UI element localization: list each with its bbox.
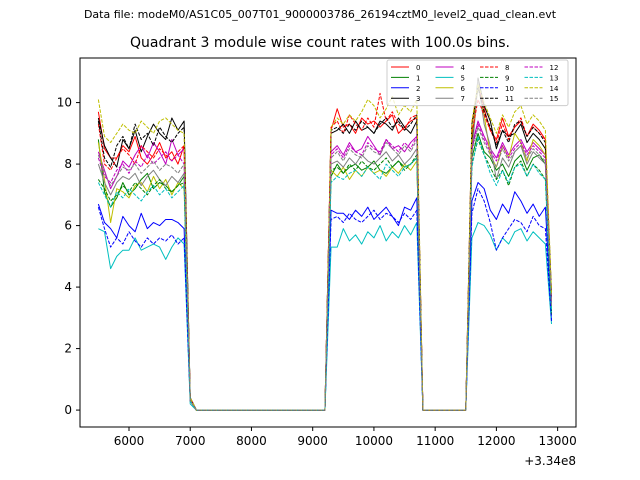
series-line-4 [97,120,553,411]
x-tick-label: 6000 [114,434,145,448]
legend-label-3: 3 [416,95,420,103]
tick-layer: 6000 7000 8000 9000 10000 11000 12000 13000 0 2 4 6… [57,96,577,448]
x-tick-label: 7000 [175,434,206,448]
series-line-14 [97,83,553,411]
y-tick-label: 6 [64,219,72,233]
x-tick-label: 10000 [355,434,393,448]
legend-frame [386,59,569,107]
y-tick-label: 0 [64,403,72,417]
series-line-10 [97,188,553,411]
series-line-13 [97,135,553,411]
legend-label-1: 1 [416,74,420,82]
y-tick-label: 10 [57,96,72,110]
legend-label-15: 15 [550,95,559,103]
y-tick-label: 8 [64,157,72,171]
legend-label-6: 6 [461,85,466,93]
figure-suptitle: Data file: modeM0/AS1C05_007T01_90000037… [83,8,557,21]
x-tick-label: 13000 [539,434,577,448]
legend-label-2: 2 [416,85,420,93]
series-line-3 [97,77,553,411]
legend-label-4: 4 [461,64,466,72]
x-tick-label: 8000 [236,434,267,448]
legend-label-5: 5 [461,74,465,82]
x-tick-label: 9000 [297,434,328,448]
x-tick-label: 12000 [477,434,515,448]
legend-label-12: 12 [550,64,559,72]
y-tick-label: 4 [64,280,72,294]
legend-label-10: 10 [505,85,514,93]
legend-label-9: 9 [505,74,509,82]
series-line-15 [97,126,553,411]
x-tick-label: 11000 [416,434,454,448]
legend-label-13: 13 [550,74,559,82]
axes-frame [79,57,577,428]
series-line-1 [97,132,553,411]
series-line-0 [97,83,553,411]
legend-label-0: 0 [416,64,420,72]
series-layer [97,77,553,411]
legend-label-7: 7 [461,95,465,103]
y-tick-label: 2 [64,342,72,356]
series-line-8 [97,92,553,411]
chart-title: Quadrant 3 module wise count rates with … [130,35,510,51]
legend-label-11: 11 [505,95,514,103]
series-line-5 [98,222,553,411]
series-line-12 [97,123,553,411]
series-line-7 [97,80,553,411]
legend-label-14: 14 [550,85,559,93]
series-line-2 [97,182,553,411]
x-offset-label: +3.34e8 [524,454,576,468]
legend-label-8: 8 [505,64,509,72]
